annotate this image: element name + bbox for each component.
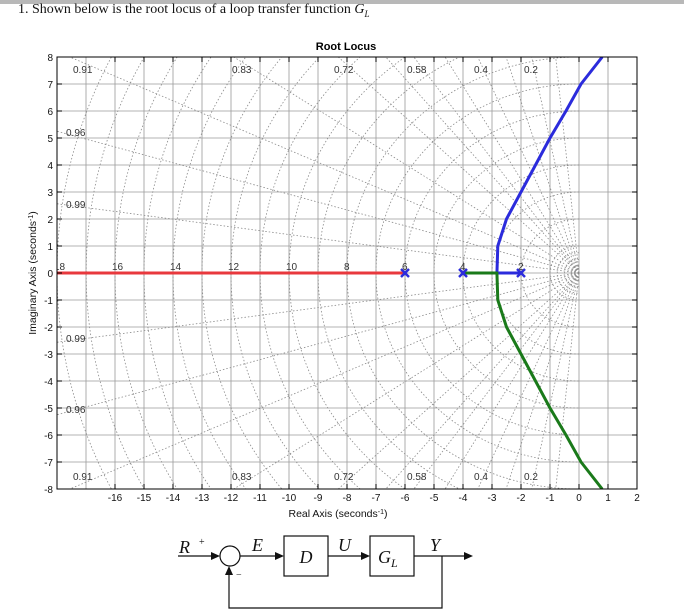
- damping-label-top: 0.2: [524, 65, 538, 76]
- summing-junction: [219, 545, 241, 567]
- error-signal-label: E: [251, 535, 263, 555]
- locus-branches: [57, 57, 604, 489]
- x-tick-label: -12: [224, 493, 239, 504]
- pole-x-marker: [516, 268, 526, 278]
- x-tick-label: 1: [605, 493, 611, 504]
- locus-branch: [495, 57, 604, 275]
- input-signal-label: R: [178, 537, 190, 557]
- y-tick-label: 1: [47, 242, 53, 253]
- transfer-function-symbol: GL: [354, 2, 370, 19]
- y-tick-label: 3: [47, 188, 53, 199]
- natural-frequency-label: 2: [518, 262, 524, 273]
- pole-x-marker: [400, 268, 410, 278]
- pole-x-marker: [458, 268, 468, 278]
- y-tick-label: -5: [44, 404, 53, 415]
- x-tick-label: -1: [546, 493, 555, 504]
- y-tick-label: -6: [44, 431, 53, 442]
- s-plane-grid: 0.91 0.91 0.83 0.83 0.72 0.72 0.58 0.58 0.4 0.4 0.…: [54, 57, 580, 489]
- damping-label-top: 0.83: [232, 65, 252, 76]
- y-tick-label: 2: [47, 215, 53, 226]
- y-tick-label: -2: [44, 323, 53, 334]
- natural-frequency-label: 8: [344, 262, 350, 273]
- y-tick-label: 8: [47, 53, 53, 64]
- x-tick-label: -5: [430, 493, 439, 504]
- x-tick-label: 2: [634, 493, 640, 504]
- x-tick-label: -13: [195, 493, 210, 504]
- damping-label-bottom: 0.83: [232, 472, 252, 483]
- y-tick-label: 4: [47, 161, 53, 172]
- x-tick-label: -4: [459, 493, 468, 504]
- natural-frequency-label: 10: [286, 262, 298, 273]
- page-top-border: [0, 0, 684, 4]
- natural-frequency-label: 4: [460, 262, 466, 273]
- question-number: 1.: [18, 2, 29, 17]
- minus-sign: −: [236, 570, 242, 581]
- y-tick-label: 6: [47, 107, 53, 118]
- x-tick-label: -6: [401, 493, 410, 504]
- x-tick-label: -9: [314, 493, 323, 504]
- natural-frequency-label: 6: [402, 262, 408, 273]
- y-tick-label: 5: [47, 134, 53, 145]
- x-tick-label: -7: [372, 493, 381, 504]
- feedback-path: [228, 556, 443, 609]
- damping-label-left: 0.99: [66, 200, 86, 211]
- x-tick-label: -15: [137, 493, 152, 504]
- y-tick-label: -7: [44, 458, 53, 469]
- plus-sign: +: [199, 537, 205, 548]
- question-text: 1. Shown below is the root locus of a lo…: [18, 2, 369, 19]
- y-tick-label: -3: [44, 350, 53, 361]
- x-tick-label: -10: [282, 493, 297, 504]
- output-signal-label: Y: [430, 535, 442, 555]
- natural-frequency-label: 18: [54, 262, 66, 273]
- open-loop-poles: [400, 268, 526, 278]
- x-tick-label: -11: [253, 493, 267, 504]
- damping-label-left: 0.96: [66, 405, 86, 416]
- natural-frequency-label: 12: [228, 262, 240, 273]
- question-body: Shown below is the root locus of a loop …: [32, 2, 351, 17]
- x-tick-label: -8: [343, 493, 352, 504]
- damping-label-bottom: 0.2: [524, 472, 538, 483]
- damping-label-top: 0.58: [407, 65, 427, 76]
- y-tick-label: -1: [44, 296, 53, 307]
- damping-label-top: 0.4: [474, 65, 488, 76]
- locus-branch: [463, 271, 604, 489]
- y-tick-label: -4: [44, 377, 53, 388]
- y-axis-label: Imaginary Axis (seconds-1): [27, 211, 39, 335]
- damping-label-bottom: 0.58: [407, 472, 427, 483]
- controller-label: D: [299, 547, 313, 567]
- x-tick-label: -2: [517, 493, 526, 504]
- damping-label-left: 0.96: [66, 128, 86, 139]
- damping-label-bottom: 0.72: [334, 472, 354, 483]
- feedback-block-diagram: R + − E D U GL Y: [178, 535, 473, 609]
- x-tick-label: -16: [108, 493, 123, 504]
- x-tick-label: -3: [488, 493, 497, 504]
- y-tick-label: 0: [47, 269, 53, 280]
- damping-label-top: 0.91: [73, 65, 93, 76]
- controller-block: [283, 535, 329, 577]
- y-tick-label: -8: [44, 485, 53, 496]
- natural-frequency-label: 14: [170, 262, 182, 273]
- damping-label-top: 0.72: [334, 65, 354, 76]
- damping-label-bottom: 0.4: [474, 472, 488, 483]
- x-tick-label: 0: [576, 493, 582, 504]
- x-tick-label: -14: [166, 493, 181, 504]
- y-tick-label: 7: [47, 80, 53, 91]
- plant-label: GL: [378, 547, 398, 570]
- damping-label-left: 0.99: [66, 334, 86, 345]
- x-axis-label: Real Axis (seconds-1): [288, 508, 387, 520]
- control-signal-label: U: [338, 535, 352, 555]
- chart-title: Root Locus: [316, 41, 377, 53]
- natural-frequency-label: 16: [112, 262, 124, 273]
- damping-label-bottom: 0.91: [73, 472, 93, 483]
